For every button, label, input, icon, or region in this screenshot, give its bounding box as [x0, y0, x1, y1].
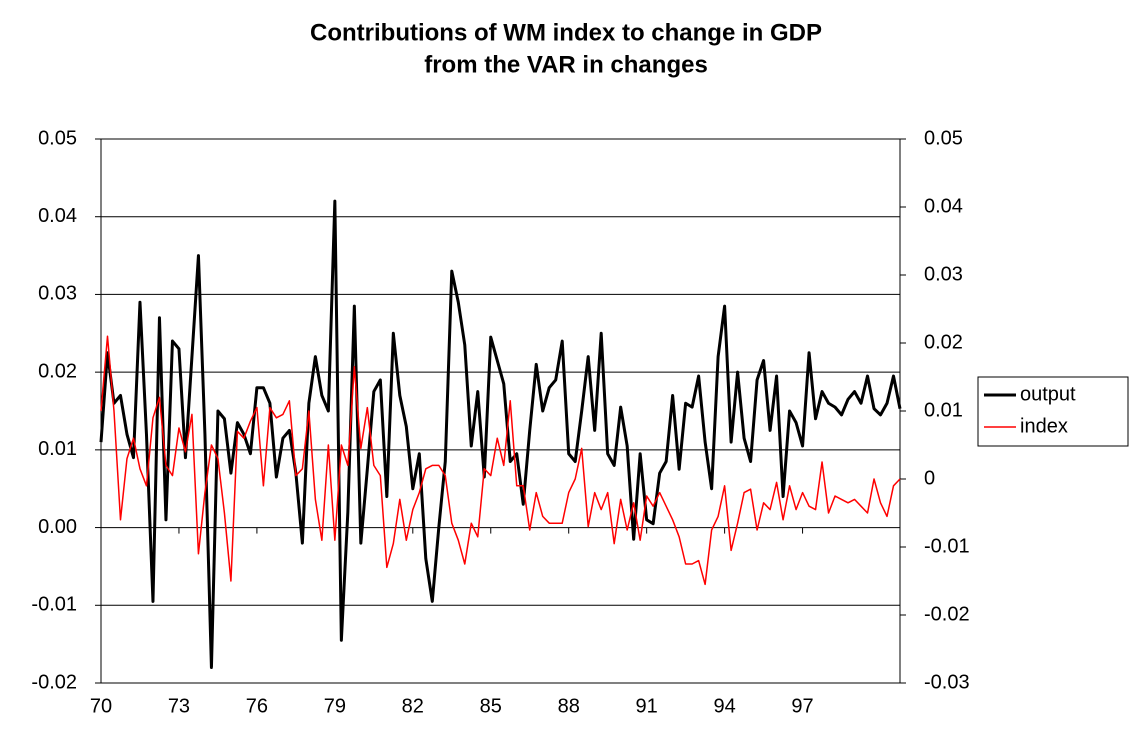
- x-tick-label: 76: [246, 695, 268, 717]
- x-tick-label: 97: [791, 695, 813, 717]
- y-tick-label: 0.02: [38, 360, 77, 382]
- y-tick-label: 0.04: [38, 205, 77, 227]
- legend-label: output: [1020, 383, 1076, 405]
- y2-tick-label: -0.02: [924, 603, 970, 625]
- y2-tick-label: 0.04: [924, 195, 963, 217]
- x-tick-label: 85: [480, 695, 502, 717]
- x-tick-label: 70: [90, 695, 112, 717]
- y2-tick-label: -0.03: [924, 671, 970, 693]
- y2-tick-label: 0: [924, 467, 935, 489]
- y-tick-label: 0.01: [38, 438, 77, 460]
- x-tick-label: 91: [636, 695, 658, 717]
- y2-tick-label: 0.05: [924, 127, 963, 149]
- y-tick-label: 0.05: [38, 127, 77, 149]
- y2-tick-label: -0.01: [924, 535, 970, 557]
- chart-title: Contributions of WM index to change in G…: [310, 19, 822, 46]
- y-tick-label: -0.02: [31, 671, 77, 693]
- legend-label: index: [1020, 415, 1068, 437]
- y-tick-label: 0.03: [38, 283, 77, 305]
- y-tick-label: 0.00: [38, 516, 77, 538]
- y2-tick-label: 0.01: [924, 399, 963, 421]
- y2-tick-label: 0.02: [924, 331, 963, 353]
- x-tick-label: 88: [558, 695, 580, 717]
- y2-tick-label: 0.03: [924, 263, 963, 285]
- series-line: [100, 335, 901, 586]
- series-line: [99, 199, 902, 669]
- y-tick-label: -0.01: [31, 594, 77, 616]
- chart-title: from the VAR in changes: [424, 51, 708, 78]
- x-tick-label: 94: [713, 695, 735, 717]
- legend-box: [977, 376, 1129, 447]
- x-tick-label: 82: [402, 695, 424, 717]
- x-tick-label: 73: [168, 695, 190, 717]
- x-tick-label: 79: [324, 695, 346, 717]
